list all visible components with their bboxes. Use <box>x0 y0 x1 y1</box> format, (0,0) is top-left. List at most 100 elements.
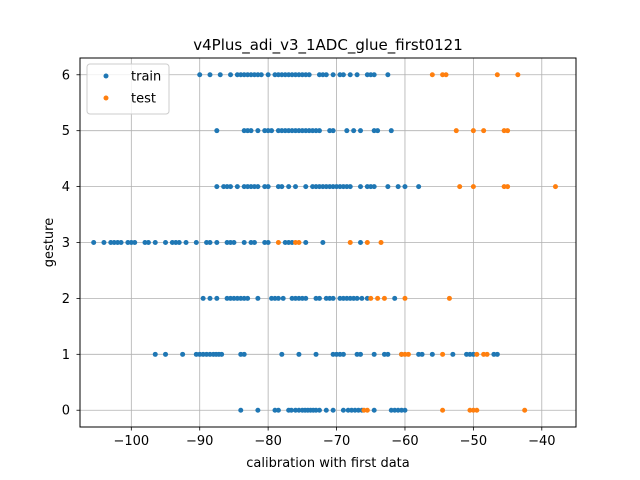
data-point-train <box>286 240 292 245</box>
data-point-train <box>269 128 275 134</box>
data-point-train <box>224 184 230 190</box>
data-point-train <box>279 128 285 134</box>
data-point-train <box>359 295 365 301</box>
y-tick-label: 3 <box>62 236 70 251</box>
data-point-train <box>207 72 213 78</box>
data-point-train <box>231 295 237 301</box>
x-tick-label: −40 <box>528 434 555 449</box>
x-tick-label: −80 <box>254 434 281 449</box>
data-point-train <box>234 184 240 190</box>
data-point-train <box>296 351 302 357</box>
data-point-train <box>245 184 251 190</box>
data-point-test <box>474 351 480 357</box>
data-point-train <box>265 128 271 134</box>
data-point-train <box>323 295 329 301</box>
data-point-test <box>501 184 507 190</box>
data-point-train <box>282 240 288 245</box>
data-point-train <box>293 128 299 134</box>
data-point-train <box>357 184 363 190</box>
data-point-test <box>275 240 281 245</box>
data-point-train <box>330 184 336 190</box>
data-point-test <box>368 295 374 301</box>
data-point-train <box>262 240 268 245</box>
data-point-train <box>275 128 281 134</box>
data-point-train <box>429 351 435 357</box>
data-point-train <box>347 295 353 301</box>
data-point-test <box>481 128 487 134</box>
data-point-train <box>152 351 158 357</box>
data-point-train <box>173 240 179 245</box>
data-point-train <box>251 240 257 245</box>
data-point-train <box>450 351 456 357</box>
data-point-train <box>385 184 391 190</box>
data-point-train <box>115 240 121 245</box>
data-point-train <box>238 351 244 357</box>
data-point-train <box>316 295 322 301</box>
data-point-test <box>429 72 435 78</box>
data-point-test <box>399 351 405 357</box>
data-point-train <box>316 128 322 134</box>
data-point-train <box>214 128 220 134</box>
data-point-train <box>214 240 220 245</box>
data-point-train <box>125 240 131 245</box>
data-point-test <box>440 72 446 78</box>
data-point-train <box>340 72 346 78</box>
data-point-train <box>357 351 363 357</box>
data-point-train <box>330 407 336 413</box>
data-point-train <box>337 295 343 301</box>
data-point-test <box>515 72 521 78</box>
data-point-train <box>323 407 329 413</box>
data-point-train <box>368 72 374 78</box>
x-tick-label: −100 <box>113 434 149 449</box>
data-point-train <box>327 128 333 134</box>
data-point-train <box>248 128 254 134</box>
data-point-train <box>238 407 244 413</box>
data-point-train <box>344 128 350 134</box>
data-point-test <box>378 240 384 245</box>
data-point-test <box>522 407 528 413</box>
data-point-train <box>200 295 206 301</box>
data-point-train <box>145 240 151 245</box>
data-point-test <box>293 240 299 245</box>
data-point-train <box>118 240 124 245</box>
data-point-train <box>207 295 213 301</box>
data-point-train <box>108 240 114 245</box>
data-point-train <box>351 295 357 301</box>
data-point-train <box>169 240 175 245</box>
data-point-train <box>255 184 261 190</box>
data-point-train <box>228 295 234 301</box>
data-point-train <box>337 72 343 78</box>
data-point-test <box>552 184 558 190</box>
data-point-train <box>280 295 286 301</box>
data-point-train <box>491 351 497 357</box>
data-point-test <box>470 184 476 190</box>
data-point-train <box>330 295 336 301</box>
data-point-train <box>334 351 340 357</box>
data-point-train <box>241 128 247 134</box>
data-point-train <box>344 184 350 190</box>
data-point-train <box>245 128 251 134</box>
y-tick-label: 4 <box>62 180 70 195</box>
data-point-train <box>214 184 220 190</box>
data-point-train <box>313 184 319 190</box>
data-point-train <box>345 407 351 413</box>
data-point-train <box>241 240 247 245</box>
data-point-train <box>262 128 268 134</box>
x-tick-label: −90 <box>186 434 213 449</box>
data-point-train <box>255 407 261 413</box>
x-tick-label: −70 <box>323 434 350 449</box>
data-point-train <box>289 128 295 134</box>
data-point-train <box>351 128 357 134</box>
data-point-train <box>310 128 316 134</box>
data-point-train <box>395 184 401 190</box>
legend: train test <box>86 63 170 115</box>
data-point-train <box>265 184 271 190</box>
data-point-train <box>193 351 199 357</box>
data-point-train <box>193 240 199 245</box>
data-point-test <box>457 184 463 190</box>
data-point-train <box>241 184 247 190</box>
data-point-train <box>303 240 309 245</box>
legend-marker-train <box>103 73 109 79</box>
data-point-train <box>272 407 278 413</box>
